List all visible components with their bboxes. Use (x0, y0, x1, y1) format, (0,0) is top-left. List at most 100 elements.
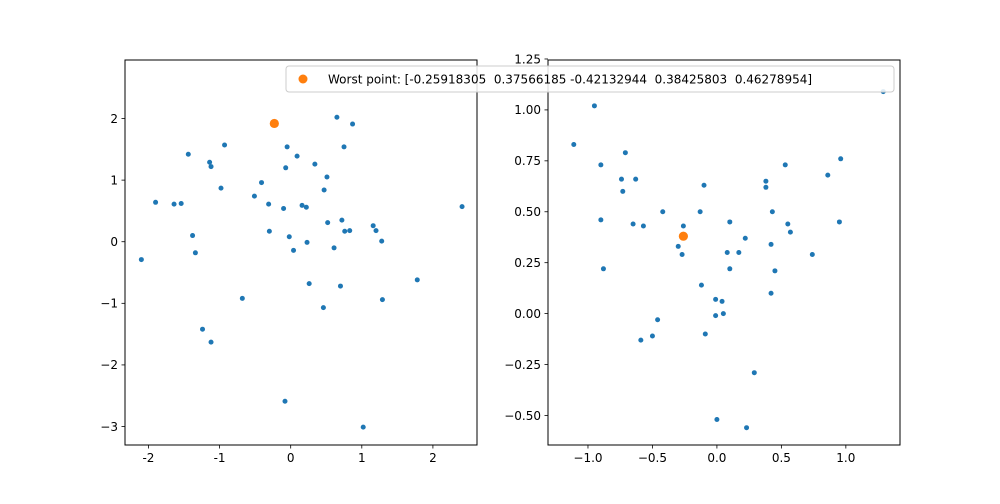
axes-frame (547, 59, 901, 446)
data-point (306, 281, 312, 287)
data-point (724, 250, 730, 255)
x-tick-label: -2 (142, 451, 154, 465)
data-point (836, 219, 842, 225)
data-point (459, 204, 465, 210)
data-point (591, 103, 597, 109)
data-point (291, 247, 297, 253)
data-point (713, 313, 719, 319)
data-point (341, 144, 347, 150)
data-point (640, 223, 646, 229)
data-point (251, 193, 257, 199)
data-point (598, 162, 604, 168)
data-point (185, 151, 191, 157)
data-point (698, 282, 704, 288)
x-tick-label: 0 (287, 451, 295, 465)
data-point (622, 150, 628, 156)
data-point (334, 114, 340, 120)
data-point (825, 172, 831, 178)
data-point (370, 223, 376, 229)
x-tick-label: 0.0 (707, 451, 726, 465)
y-tick-label: 0.75 (514, 154, 541, 168)
axes-frame (124, 59, 478, 446)
data-point (742, 235, 748, 241)
y-tick-label: 0.00 (514, 307, 541, 321)
data-point (782, 162, 788, 168)
y-tick-label: 2 (110, 112, 118, 126)
x-tick-label: −0.5 (638, 451, 667, 465)
data-point (304, 239, 310, 245)
data-point (649, 333, 655, 339)
data-point (763, 178, 769, 184)
y-tick-label: 1.25 (514, 52, 541, 66)
data-point (744, 425, 750, 431)
data-point (785, 221, 791, 227)
y-tick-label: −3 (100, 420, 118, 434)
data-point (208, 164, 214, 170)
data-point (171, 201, 177, 207)
y-tick-label: 1 (110, 173, 118, 187)
data-point (598, 217, 604, 223)
data-point (769, 209, 775, 215)
y-tick-label: 0.50 (514, 205, 541, 219)
data-point (286, 234, 292, 240)
data-point (379, 238, 385, 244)
right-scatter-plot: −1.0 −0.5 0.0 0.5 1.0 −0.50 −0.25 0.00 0.25 0.50 0… (504, 52, 901, 465)
data-point (284, 144, 290, 150)
y-tick-label: −0.25 (504, 358, 541, 372)
data-point (320, 305, 326, 311)
data-point (339, 217, 345, 223)
data-point (325, 220, 331, 226)
y-tick-label: −0.50 (504, 409, 541, 423)
y-tick-label: 0.25 (514, 256, 541, 270)
data-point (303, 204, 309, 210)
data-point (630, 221, 636, 227)
data-point (660, 209, 666, 215)
data-point (347, 228, 353, 234)
data-point (190, 233, 196, 239)
data-point (768, 290, 774, 296)
x-tick-label: −1.0 (573, 451, 602, 465)
data-point (331, 245, 337, 251)
data-point (838, 156, 844, 162)
worst-point-marker (678, 231, 688, 241)
left-scatter-plot: -2 -1 0 1 2 −3 −2 −1 0 1 2 (100, 59, 478, 465)
data-point (571, 142, 577, 148)
data-point (655, 317, 661, 323)
data-point (618, 176, 624, 182)
data-point (768, 241, 774, 247)
worst-point-marker (269, 118, 279, 129)
legend-box (285, 65, 895, 93)
data-point (719, 298, 725, 304)
data-point (600, 266, 606, 272)
data-point (283, 165, 289, 171)
data-point (266, 201, 272, 207)
data-point (208, 339, 214, 345)
legend-marker (298, 74, 308, 84)
data-point (638, 337, 644, 343)
data-point (207, 159, 213, 165)
data-point (281, 205, 287, 211)
x-tick-label: 1.0 (836, 451, 855, 465)
data-point (360, 424, 366, 430)
data-point (379, 297, 385, 303)
data-point (620, 188, 626, 194)
data-point (772, 268, 778, 274)
x-tick-label: 0.5 (772, 451, 791, 465)
data-point (342, 228, 348, 234)
y-tick-label: 0 (110, 235, 118, 249)
data-point (787, 229, 793, 235)
data-point (713, 296, 719, 302)
data-point (675, 243, 681, 249)
data-point (200, 326, 206, 332)
data-point (312, 161, 318, 167)
data-point (809, 252, 815, 258)
y-tick-label: −1 (100, 297, 118, 311)
data-point (714, 417, 720, 423)
data-point (324, 174, 330, 180)
data-point (702, 331, 708, 337)
data-point (337, 283, 343, 289)
data-point (720, 311, 726, 317)
data-point (727, 219, 733, 225)
data-point (178, 201, 184, 207)
